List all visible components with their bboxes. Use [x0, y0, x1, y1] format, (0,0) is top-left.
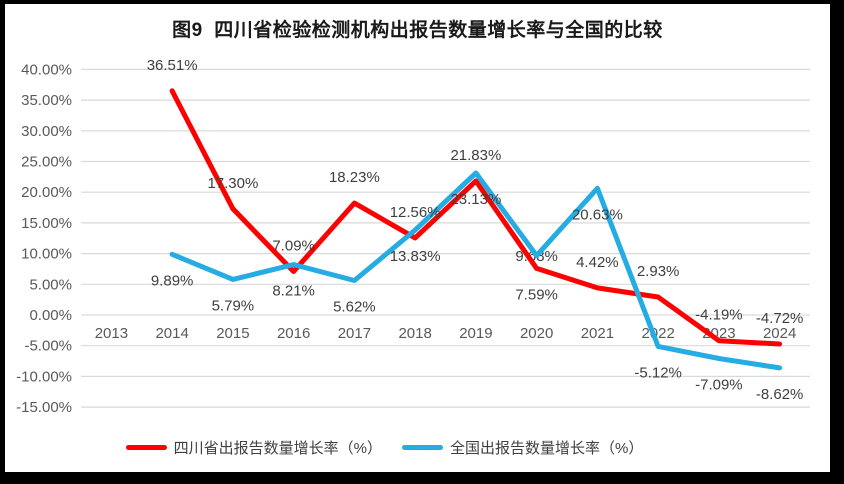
- y-tick-label: -15.00%: [16, 399, 72, 416]
- chart-canvas: 图9 四川省检验检测机构出报告数量增长率与全国的比较 40.00% 35.00% 3…: [5, 4, 830, 472]
- x-category-label: 2014: [155, 325, 188, 342]
- data-label-sichuan: 18.23%: [329, 169, 380, 186]
- y-tick-label: -5.00%: [24, 338, 72, 355]
- x-category-label: 2015: [216, 325, 249, 342]
- data-label-sichuan: 21.83%: [450, 147, 501, 164]
- data-label-national: 8.21%: [272, 283, 315, 300]
- data-label-sichuan: -4.72%: [756, 310, 804, 327]
- x-category-label: 2022: [641, 325, 674, 342]
- data-label-sichuan: 17.30%: [207, 175, 258, 192]
- x-category-label: 2020: [520, 325, 553, 342]
- chart-title: 图9 四川省检验检测机构出报告数量增长率与全国的比较: [172, 20, 663, 41]
- legend-label-sichuan: 四川省出报告数量增长率（%）: [173, 440, 382, 457]
- legend-swatch-sichuan: [125, 445, 167, 450]
- y-tick-label: -10.00%: [16, 368, 72, 385]
- x-category-label: 2016: [277, 325, 310, 342]
- data-label-national: 5.62%: [333, 298, 376, 315]
- y-tick-label: 35.00%: [21, 92, 72, 109]
- data-label-national: 13.83%: [390, 248, 441, 265]
- data-label-sichuan: 4.42%: [576, 254, 619, 271]
- line-chart-plot-area: 40.00% 35.00% 30.00% 25.00% 20.00% 15.00% 10.0…: [16, 57, 810, 416]
- legend-item-national: 全国出报告数量增长率（%）: [402, 437, 643, 458]
- legend-item-sichuan: 四川省出报告数量增长率（%）: [125, 437, 382, 458]
- data-label-sichuan: 7.59%: [515, 286, 558, 303]
- x-category-label: 2013: [95, 325, 128, 342]
- x-category-label: 2018: [398, 325, 431, 342]
- legend-label-national: 全国出报告数量增长率（%）: [450, 440, 644, 457]
- y-tick-label: 20.00%: [21, 184, 72, 201]
- x-category-label: 2017: [338, 325, 371, 342]
- series-line-sichuan: [169, 88, 783, 347]
- x-category-label: 2021: [581, 325, 614, 342]
- legend-swatch-national: [402, 445, 443, 450]
- data-label-national: -8.62%: [756, 386, 804, 403]
- y-tick-label: 0.00%: [29, 307, 72, 324]
- y-tick-label: 25.00%: [21, 154, 72, 171]
- data-label-sichuan: 2.93%: [637, 263, 680, 280]
- data-label-national: -5.12%: [634, 364, 682, 381]
- data-label-national: 23.13%: [450, 191, 501, 208]
- data-label-national: -7.09%: [695, 377, 743, 394]
- data-label-sichuan: 7.09%: [272, 237, 315, 254]
- data-label-national: 5.79%: [212, 297, 255, 314]
- chart-legend: 四川省出报告数量增长率（%） 全国出报告数量增长率（%）: [5, 437, 764, 458]
- data-label-national: 9.89%: [151, 272, 194, 289]
- data-label-national: 20.63%: [572, 206, 623, 223]
- y-tick-label: 30.00%: [21, 123, 72, 140]
- y-tick-label: 40.00%: [21, 61, 72, 78]
- y-tick-label: 15.00%: [21, 215, 72, 232]
- data-label-sichuan: -4.19%: [695, 307, 743, 324]
- series-line-national: [169, 170, 783, 371]
- y-tick-label: 10.00%: [21, 246, 72, 263]
- data-label-sichuan: 12.56%: [390, 204, 441, 221]
- data-label-sichuan: 36.51%: [147, 57, 198, 74]
- x-category-label: 2024: [763, 325, 796, 342]
- y-tick-label: 5.00%: [29, 276, 72, 293]
- x-category-label: 2019: [459, 325, 492, 342]
